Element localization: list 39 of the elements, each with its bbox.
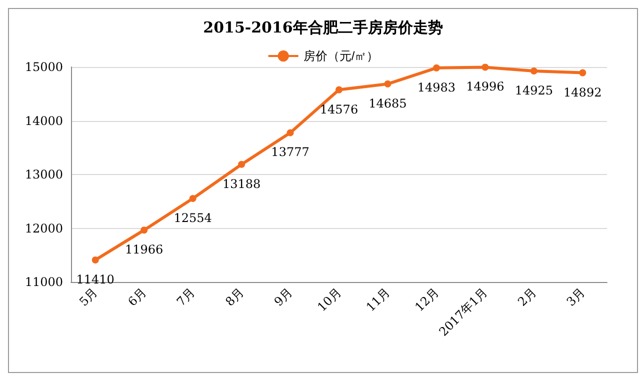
x-tick-label: 8月	[222, 285, 246, 309]
y-tick-label: 11000	[24, 275, 63, 289]
point	[482, 64, 489, 71]
data-label: 13777	[271, 145, 310, 160]
x-tick-label: 5月	[76, 285, 100, 309]
data-label: 11410	[76, 272, 114, 286]
x-tick-label: 6月	[125, 285, 150, 309]
x-tick-label: 12月	[412, 285, 442, 314]
data-label: 14983	[417, 80, 456, 94]
x-tick-label: 3月	[564, 285, 588, 309]
point	[579, 69, 586, 76]
x-tick-label: 9月	[271, 285, 296, 309]
chart-title: 2015-2016年合肥二手房房价走势	[203, 18, 443, 36]
point	[336, 86, 342, 94]
point	[286, 129, 294, 136]
point	[432, 64, 440, 72]
y-tick-label: 13000	[24, 168, 63, 182]
data-label: 11966	[124, 242, 164, 257]
y-tick-label: 15000	[24, 60, 63, 74]
point	[189, 194, 196, 202]
data-label: 14892	[564, 85, 602, 100]
x-tick-label: 2月	[515, 285, 539, 309]
y-tick-label: 12000	[24, 221, 63, 236]
data-label: 13188	[222, 176, 261, 191]
data-label: 12554	[174, 210, 212, 225]
point	[384, 80, 392, 88]
x-tick-label: 11月	[364, 285, 393, 314]
x-tick-label: 7月	[174, 285, 198, 309]
point	[140, 226, 148, 234]
point	[238, 160, 246, 168]
data-label: 14685	[368, 96, 407, 110]
point	[92, 256, 99, 264]
data-label: 14996	[466, 80, 504, 94]
legend-label: 房价（元/㎡）	[303, 49, 379, 63]
data-label: 14925	[514, 84, 554, 98]
data-label: 14576	[320, 102, 358, 116]
x-tick-label: 10月	[314, 285, 344, 314]
y-tick-label: 14000	[24, 114, 63, 128]
point	[530, 68, 538, 75]
